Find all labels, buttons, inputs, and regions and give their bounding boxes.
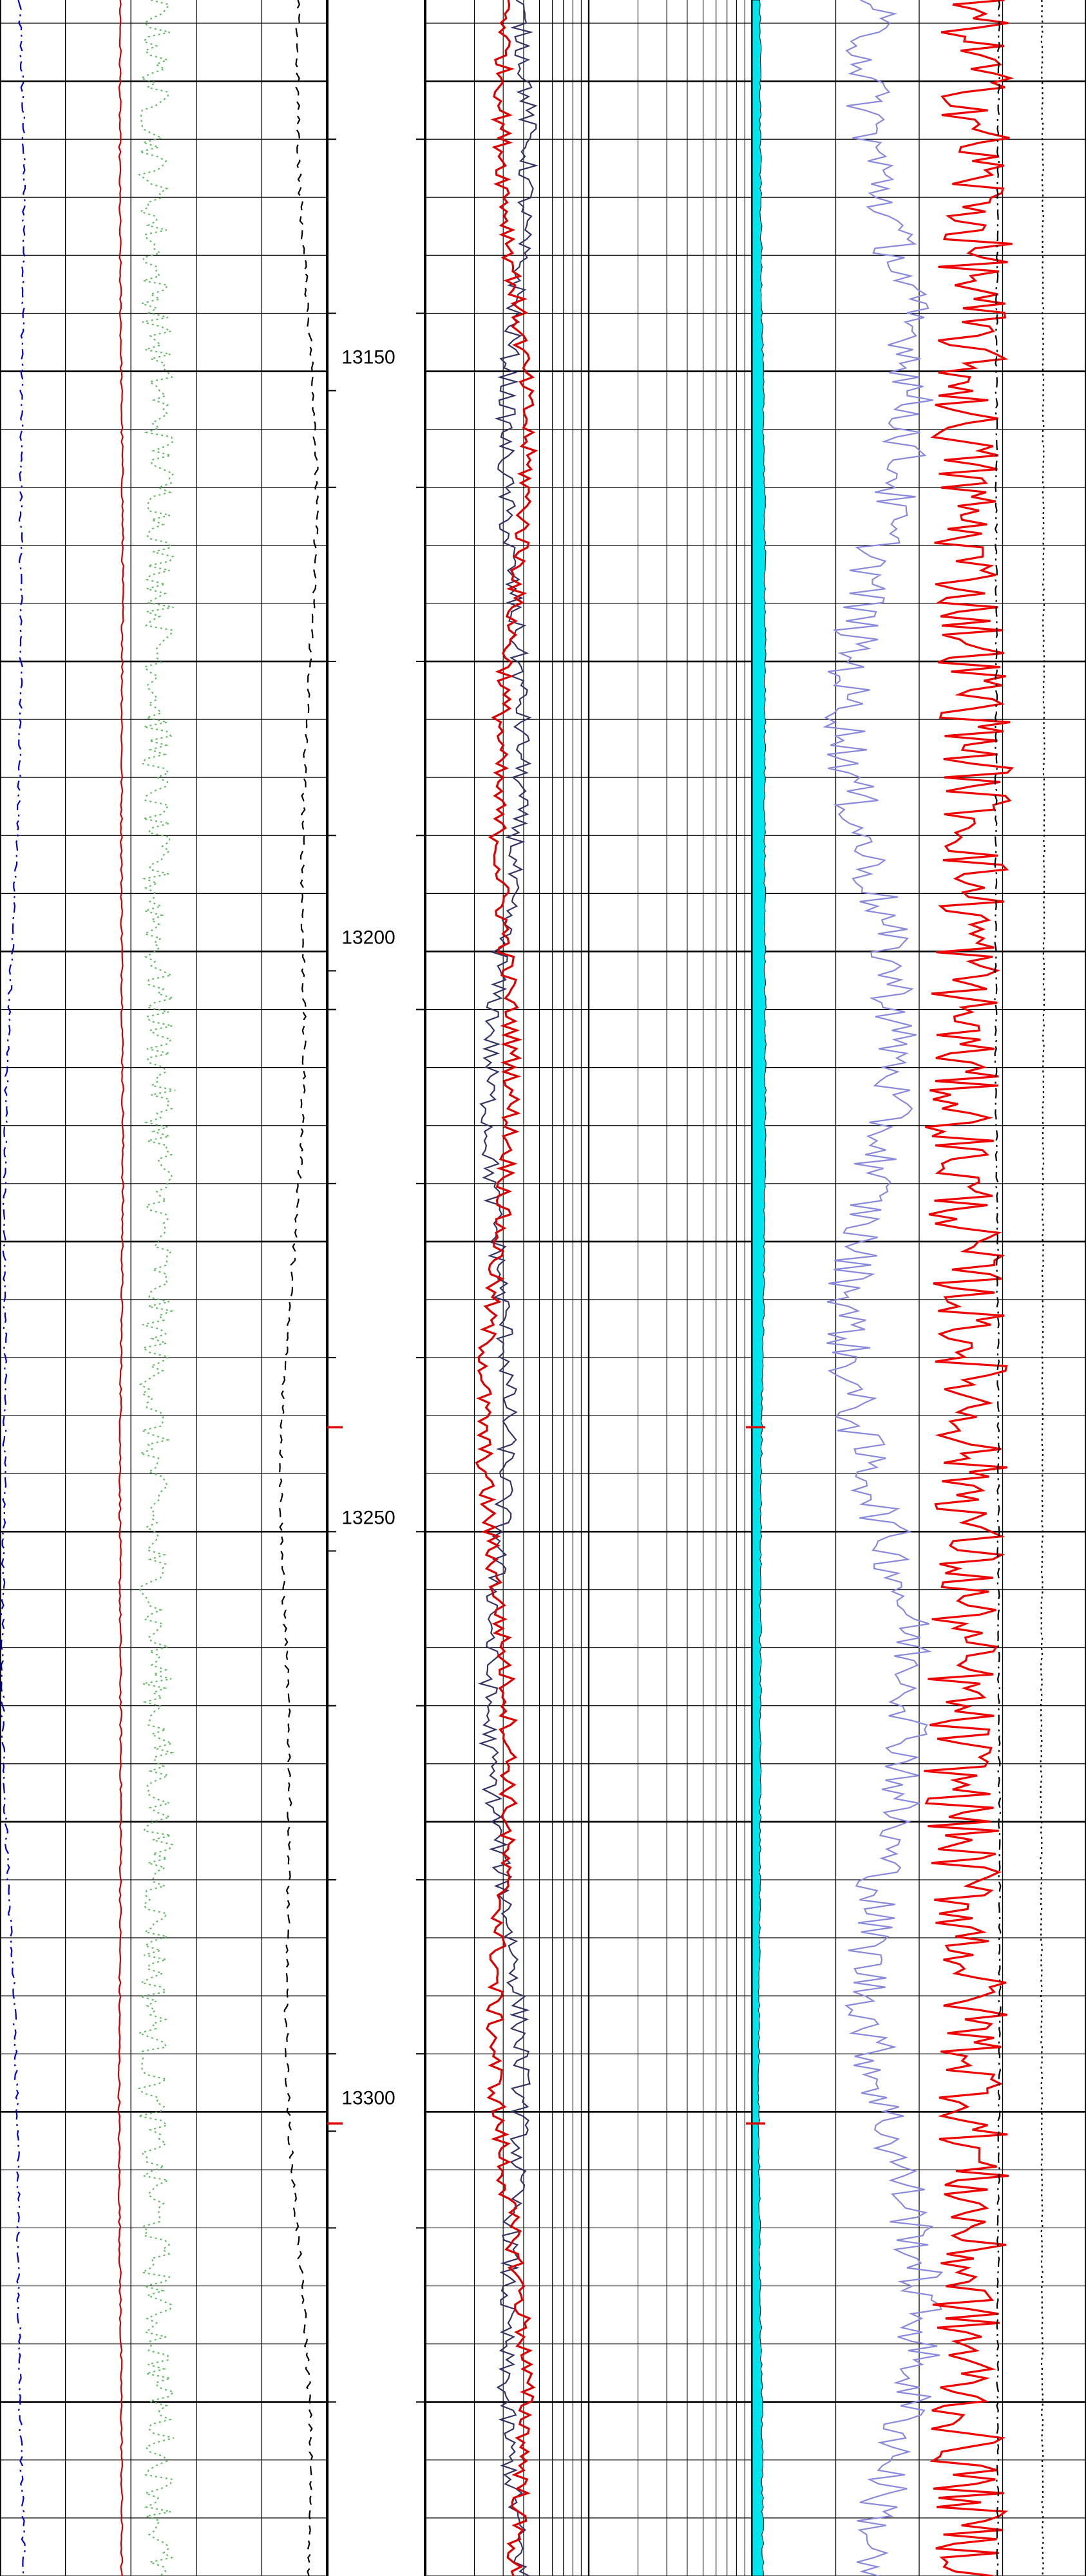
log-curve: [924, 0, 1015, 2576]
depth-label: 13250: [341, 1507, 395, 1528]
curve-fill: [752, 0, 767, 2576]
log-curve: [137, 0, 176, 2576]
log-curve: [278, 0, 319, 2576]
depth-axis: 13150 13200 13250 13300: [326, 0, 765, 2576]
depth-label: 13200: [341, 927, 395, 948]
depth-label: 13300: [341, 2087, 395, 2108]
log-curve: [477, 0, 539, 2576]
curve-layer: [0, 0, 1045, 2576]
log-curve: [994, 0, 1002, 2576]
log-curve: [0, 0, 26, 2576]
log-curve: [117, 0, 125, 2576]
log-curve: [822, 0, 944, 2576]
depth-label: 13150: [341, 347, 395, 368]
log-curve: [475, 0, 538, 2576]
log-curve: [1040, 0, 1045, 2576]
